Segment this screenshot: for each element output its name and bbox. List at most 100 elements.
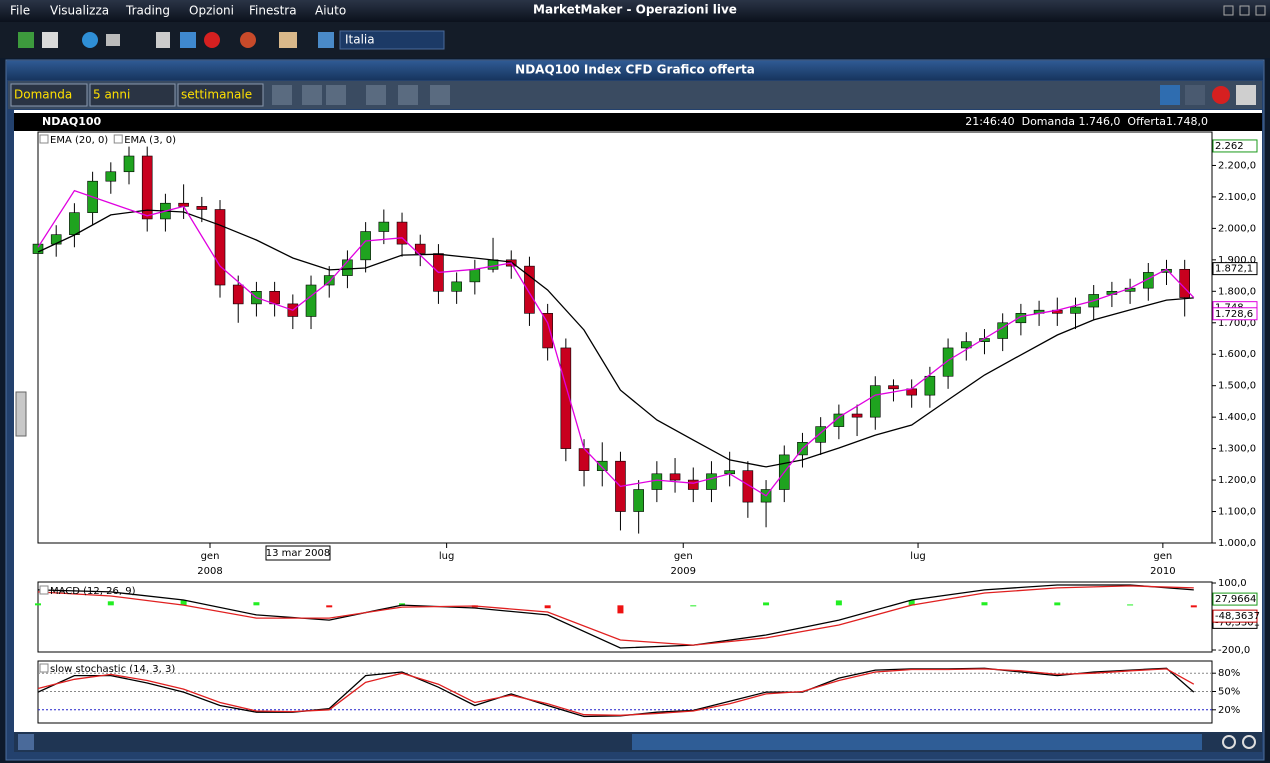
y-tick-label: 1.400,0 [1218,412,1256,423]
toolbar-icon[interactable] [204,32,220,48]
price-marker-label: 1.728,6 [1215,309,1253,320]
y-tick-label: 2.200,0 [1218,160,1256,171]
candle-body [633,489,644,512]
legend-close [39,585,49,595]
legend-entry: EMA (3, 0) [124,135,176,146]
price-marker-box [1212,139,1258,153]
period-combo[interactable] [89,83,176,107]
tool-button[interactable] [430,85,450,105]
price-marker-label: -48,3637 [1215,611,1260,622]
price-marker-box [1212,592,1258,606]
minimize-button[interactable] [1223,5,1234,16]
menu-item[interactable]: File [10,4,30,18]
tool-button[interactable] [398,85,418,105]
fit-button[interactable] [18,734,34,750]
candle-body [687,479,699,490]
histogram-bar [35,603,41,606]
histogram-bar [617,605,624,614]
candle-body [50,234,62,245]
y-tick-label: 1.700,0 [1218,318,1256,329]
candle-body [869,385,881,418]
candle-body [141,155,153,220]
menu-item[interactable]: Aiuto [315,4,346,18]
toolbar-icon[interactable] [240,32,256,48]
price-marker-box [1212,609,1258,623]
histogram-bar [326,605,333,608]
price-marker-label: 27,9664 [1215,594,1256,605]
candle-body [487,259,499,270]
tool-button[interactable] [302,85,322,105]
candle-body [323,275,335,286]
candle-body [1142,272,1154,289]
market-combo-text: Italia [345,33,375,47]
y-tick-label: -200,0 [1218,645,1250,656]
toolbar-icon[interactable] [279,32,297,48]
candle-body [833,413,845,427]
toolbar-icon[interactable] [156,32,170,48]
toolbar-icon[interactable] [180,32,196,48]
price-marker-box [1212,307,1258,321]
x-tick-label: lug [439,551,454,562]
candle-body [960,341,972,349]
tool-button[interactable] [1185,85,1205,105]
cursor-date: 13 mar 2008 [266,548,331,559]
tool-button[interactable] [1212,86,1230,104]
toolbar-icon[interactable] [18,32,34,48]
candle-body [196,206,208,210]
toolbar-icon[interactable] [82,32,98,48]
candle-body [32,243,44,254]
candle-body [669,473,681,481]
tool-button[interactable] [1160,85,1180,105]
x-tick-label: gen [1153,551,1172,562]
maximize-button[interactable] [1239,5,1250,16]
side-handle[interactable] [15,391,27,437]
tool-button[interactable] [1236,85,1256,105]
tool-button[interactable] [366,85,386,105]
menu-item[interactable]: Trading [125,4,170,18]
y-tick-label: 1.100,0 [1218,507,1256,518]
interval-combo[interactable] [177,83,264,107]
candle-body [214,209,226,286]
y-tick-label: 1.200,0 [1218,475,1256,486]
menu-item[interactable]: Visualizza [50,4,109,18]
side-combo[interactable] [10,83,88,107]
year-label: 2008 [197,566,222,577]
close-button[interactable] [1255,5,1266,16]
title-bar [0,0,1270,22]
menu-item[interactable]: Finestra [249,4,297,18]
y-tick-label: 100,0 [1218,578,1247,589]
histogram-bar [107,601,114,606]
interval-combo-text: settimanale [181,88,252,102]
tool-button[interactable] [326,85,346,105]
candle-body [924,375,936,396]
indicator-line [37,189,1195,497]
candle-body [451,281,462,292]
y-tick-label: 1.900,0 [1218,255,1256,266]
scrollbar-thumb[interactable] [632,734,1202,750]
toolbar-icon[interactable] [318,32,334,48]
candle-body [596,460,608,471]
y-tick-label: 1.600,0 [1218,349,1256,360]
candle-body [1015,313,1027,324]
candle-body [815,426,826,443]
candle-body [305,284,317,317]
histogram-bar [180,600,187,606]
histogram-bar [835,600,842,606]
candle-body [706,473,717,490]
toolbar-icon[interactable] [42,32,58,48]
market-combo[interactable] [339,30,445,50]
zoom-in-button[interactable] [1242,735,1256,749]
legend-entry: EMA (20, 0) [50,135,108,146]
window-title: NDAQ100 Index CFD Grafico offerta [515,63,755,77]
app-title: MarketMaker - Operazioni live [533,3,737,17]
tool-button[interactable] [272,85,292,105]
histogram-bar [981,602,988,606]
toolbar-icon[interactable] [106,34,120,46]
y-tick-label: 50% [1218,687,1240,698]
histogram-bar [763,602,770,606]
menu-item[interactable]: Opzioni [189,4,234,18]
macd-plot [37,581,1213,653]
histogram-bar [1127,604,1134,606]
zoom-out-button[interactable] [1222,735,1236,749]
